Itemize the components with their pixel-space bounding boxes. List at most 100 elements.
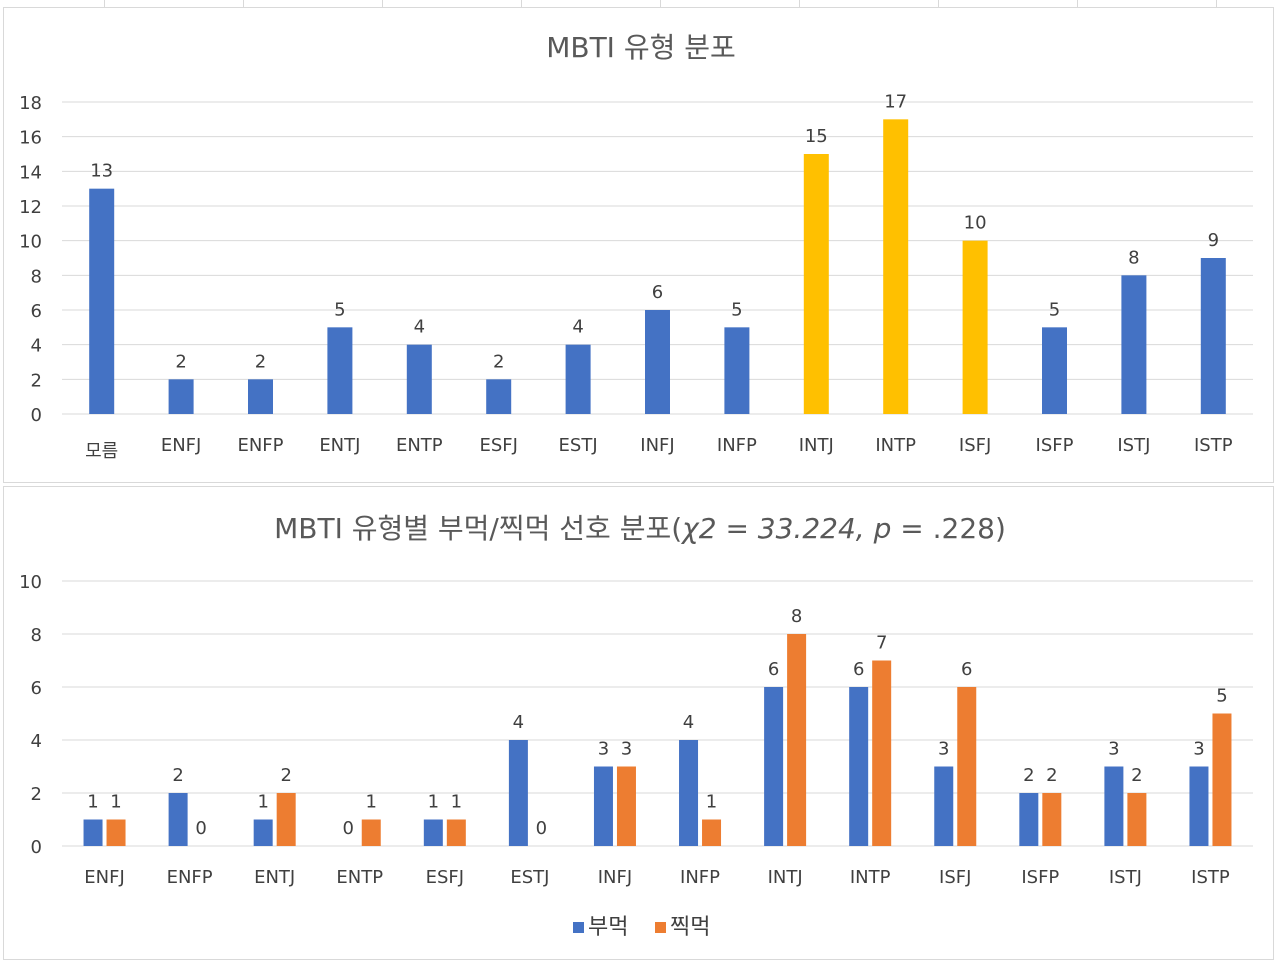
- x-tick-label: ISFJ: [959, 435, 991, 456]
- data-label: 6: [652, 282, 663, 303]
- data-label: 2: [172, 765, 183, 786]
- data-label: 4: [414, 317, 425, 338]
- x-tick-label: INTJ: [799, 435, 834, 456]
- bar-intp-bumeok[interactable]: [849, 687, 869, 846]
- chart-preference-by-type: MBTI 유형별 부먹/찍먹 선호 분포(χ2 = 33.224, p = .2…: [19, 512, 1253, 940]
- bar-intj[interactable]: [803, 154, 829, 414]
- y-tick-label: 12: [19, 197, 42, 218]
- bar-intj-bumeok[interactable]: [764, 687, 784, 846]
- data-label: 1: [257, 792, 268, 813]
- bar-isfj-jjikmeok[interactable]: [957, 687, 977, 846]
- data-label: 0: [536, 818, 547, 839]
- legend: 부먹 찍먹: [573, 915, 710, 940]
- data-label: 4: [683, 712, 694, 733]
- x-tick-label: ISTP: [1191, 867, 1230, 888]
- bar-istj-bumeok[interactable]: [1104, 766, 1124, 847]
- data-label: 4: [513, 712, 524, 733]
- data-label: 2: [1131, 765, 1142, 786]
- data-label: 17: [884, 91, 907, 112]
- data-label: 5: [1216, 686, 1227, 707]
- data-label: 5: [334, 299, 345, 320]
- bar-infj-jjikmeok[interactable]: [616, 766, 636, 847]
- data-label: 0: [343, 818, 354, 839]
- bar-enfj[interactable]: [168, 379, 194, 414]
- bar-intp-jjikmeok[interactable]: [872, 660, 892, 847]
- x-tick-label: INFP: [717, 435, 757, 456]
- y-tick-label: 10: [19, 572, 42, 593]
- y-tick-label: 16: [19, 128, 42, 149]
- bar-isfj[interactable]: [962, 240, 988, 414]
- bar-enfp[interactable]: [248, 379, 273, 414]
- y-tick-label: 8: [31, 266, 42, 287]
- chart-panel-type-distribution[interactable]: MBTI 유형 분포 13 2 2 5 4 2 4 6 5 15 17 10 5 8 9 0 2 4 6 8 10 12…: [3, 7, 1274, 483]
- bar-모름[interactable]: [89, 188, 115, 414]
- bar-intp[interactable]: [883, 119, 909, 414]
- data-label: 3: [1193, 739, 1204, 760]
- y-tick-label: 10: [19, 232, 42, 253]
- data-label: 2: [280, 765, 291, 786]
- y-tick-label: 4: [31, 731, 42, 752]
- x-tick-label: ISFJ: [939, 867, 971, 888]
- x-tick-label: ENFP: [167, 867, 213, 888]
- x-tick-label: ISFP: [1021, 867, 1059, 888]
- bar-esfj-jjikmeok[interactable]: [446, 819, 466, 847]
- data-label: 0: [195, 818, 206, 839]
- bar-isfp[interactable]: [1042, 327, 1067, 414]
- bar-istp[interactable]: [1200, 258, 1226, 414]
- bar-esfj[interactable]: [486, 379, 512, 414]
- x-tick-label: ISFP: [1036, 435, 1074, 456]
- data-label: 13: [90, 161, 113, 182]
- x-tick-label: ENTP: [396, 435, 443, 456]
- bar-esfj-bumeok[interactable]: [423, 819, 443, 847]
- y-tick-label: 8: [31, 625, 42, 646]
- data-label: 2: [1046, 765, 1057, 786]
- x-tick-label: ENTP: [336, 867, 383, 888]
- data-label: 6: [853, 659, 864, 680]
- bar-istp-bumeok[interactable]: [1189, 766, 1209, 847]
- data-label: 1: [428, 792, 439, 813]
- x-tick-label: ESFJ: [479, 435, 517, 456]
- y-tick-label: 18: [19, 93, 42, 114]
- bar-infp-bumeok[interactable]: [679, 740, 699, 846]
- x-tick-label: 모름: [85, 441, 118, 462]
- data-label: 3: [1108, 739, 1119, 760]
- y-tick-label: 14: [19, 162, 42, 183]
- data-label: 2: [175, 351, 186, 372]
- chart-panel-preference-by-type[interactable]: MBTI 유형별 부먹/찍먹 선호 분포(χ2 = 33.224, p = .2…: [3, 486, 1274, 960]
- bar-intj-jjikmeok[interactable]: [787, 634, 807, 846]
- bar-infj[interactable]: [645, 310, 670, 414]
- chart-type-distribution: MBTI 유형 분포 13 2 2 5 4 2 4 6 5 15 17 10 5 8 9 0 2 4 6 8 10 12…: [19, 31, 1253, 462]
- bar-enfp-bumeok[interactable]: [168, 793, 188, 846]
- bar-entp-jjikmeok[interactable]: [361, 819, 381, 847]
- bar-estj-bumeok[interactable]: [508, 740, 528, 846]
- bar-istj-jjikmeok[interactable]: [1127, 793, 1147, 846]
- bar-entp[interactable]: [406, 344, 432, 414]
- bar-entj[interactable]: [327, 327, 353, 414]
- bar-entj-jjikmeok[interactable]: [276, 793, 296, 846]
- legend-swatch-series-1: [655, 922, 666, 933]
- y-tick-label: 6: [31, 678, 42, 699]
- bar-isfj-bumeok[interactable]: [934, 766, 954, 847]
- bar-entj-bumeok[interactable]: [253, 819, 273, 847]
- bar-infp-jjikmeok[interactable]: [702, 819, 722, 847]
- bar-istp-jjikmeok[interactable]: [1212, 713, 1232, 847]
- x-tick-label: INTP: [850, 867, 891, 888]
- x-tick-label: ISTP: [1194, 435, 1233, 456]
- data-label: 2: [255, 351, 266, 372]
- bar-infj-bumeok[interactable]: [593, 766, 613, 847]
- data-label: 7: [876, 633, 887, 654]
- x-tick-label: INFJ: [598, 867, 632, 888]
- bar-isfp-bumeok[interactable]: [1019, 793, 1039, 846]
- sheet-column-lines: [0, 0, 1280, 8]
- bar-isfp-jjikmeok[interactable]: [1042, 793, 1062, 846]
- bar-enfj-bumeok[interactable]: [83, 819, 103, 847]
- data-label: 8: [791, 606, 802, 627]
- bar-enfj-jjikmeok[interactable]: [106, 819, 126, 847]
- bar-infp[interactable]: [724, 327, 750, 414]
- bar-estj[interactable]: [565, 344, 591, 414]
- data-label: 9: [1208, 230, 1219, 251]
- x-tick-label: ISTJ: [1117, 435, 1150, 456]
- bar-istj[interactable]: [1121, 275, 1147, 414]
- data-label: 15: [805, 126, 828, 147]
- x-tick-label: ENFJ: [84, 867, 125, 888]
